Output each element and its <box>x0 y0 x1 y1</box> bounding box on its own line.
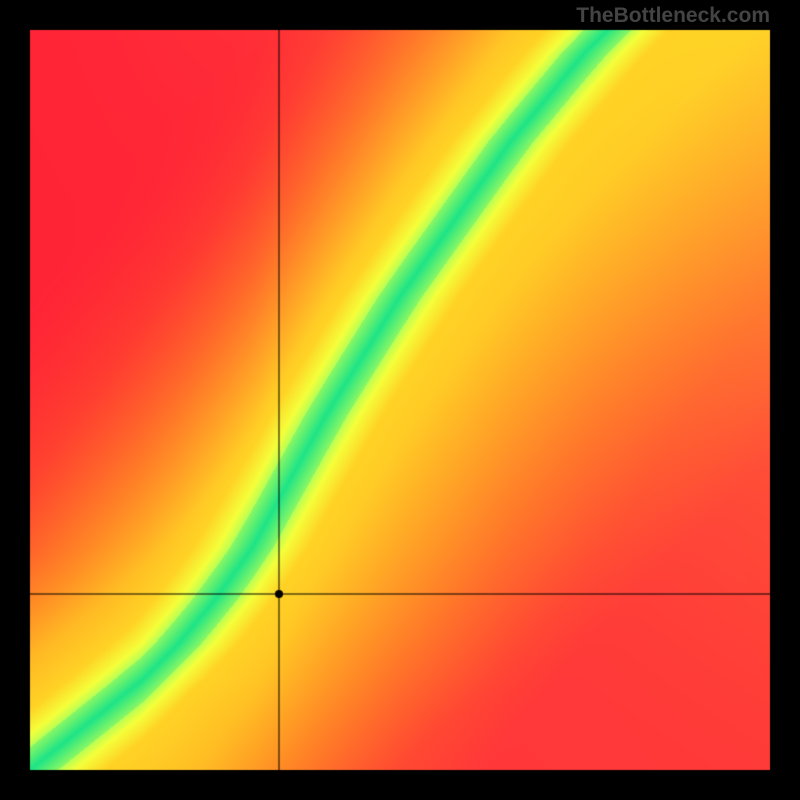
chart-container: TheBottleneck.com <box>0 0 800 800</box>
heatmap-canvas <box>0 0 800 800</box>
watermark-text: TheBottleneck.com <box>576 4 770 28</box>
